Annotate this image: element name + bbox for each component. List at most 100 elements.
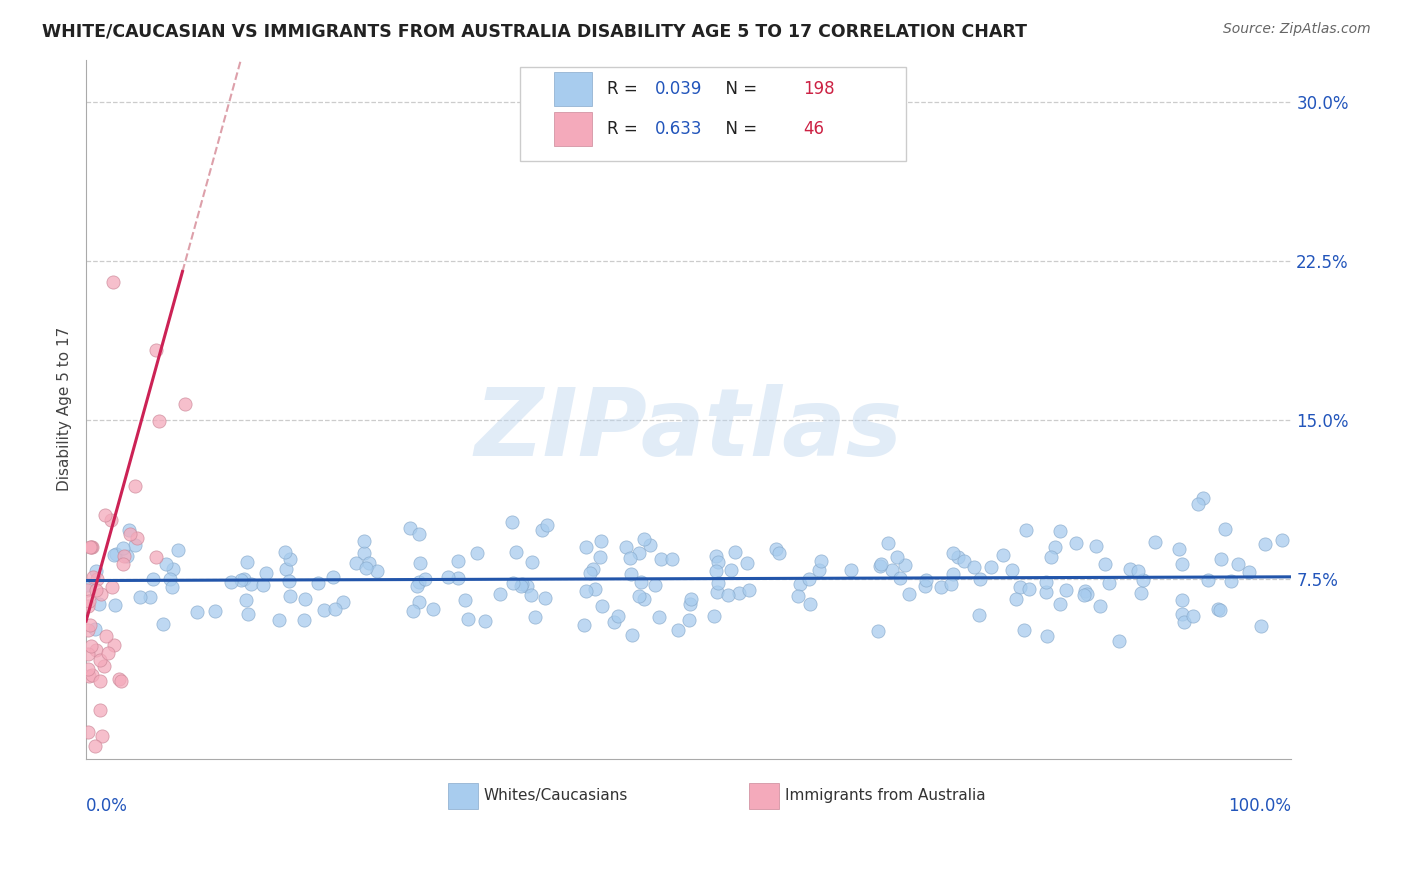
Point [1073, 584, 1095, 599]
Point [87, 597, 110, 611]
Point [82, 764, 104, 779]
Point [534, 591, 557, 606]
Point [84, 565, 107, 579]
Point [84, 582, 107, 597]
Point [1126, 564, 1149, 578]
Point [112, 549, 135, 564]
Point [620, 566, 643, 581]
Point [1049, 597, 1071, 611]
Point [93, 659, 115, 673]
Point [142, 572, 165, 586]
Point [273, 544, 295, 558]
Point [869, 558, 891, 572]
Point [186, 605, 208, 619]
Point [489, 586, 512, 600]
Point [1250, 618, 1272, 632]
Point [1171, 557, 1194, 571]
Point [627, 589, 650, 603]
Point [1097, 576, 1119, 591]
Point [1171, 592, 1194, 607]
Point [1254, 537, 1277, 551]
Point [115, 549, 138, 563]
Point [502, 576, 524, 591]
Point [1035, 575, 1057, 590]
Point [717, 588, 740, 602]
Point [359, 557, 381, 571]
Point [353, 534, 375, 549]
Point [516, 579, 538, 593]
Point [457, 612, 479, 626]
Point [1167, 542, 1189, 557]
Point [90, 587, 112, 601]
Text: ZIPatlas: ZIPatlas [475, 384, 903, 476]
Point [1171, 607, 1194, 621]
Point [84, 643, 107, 657]
Point [104, 599, 127, 613]
Point [914, 573, 936, 587]
Point [724, 544, 747, 558]
Text: 100.0%: 100.0% [1229, 797, 1291, 815]
Point [76, 578, 98, 592]
Text: WHITE/CAUCASIAN VS IMMIGRANTS FROM AUSTRALIA DISABILITY AGE 5 TO 17 CORRELATION : WHITE/CAUCASIAN VS IMMIGRANTS FROM AUSTR… [42, 22, 1028, 40]
Point [789, 576, 811, 591]
Text: 0.0%: 0.0% [86, 797, 128, 815]
Point [105, 547, 128, 561]
Point [661, 552, 683, 566]
Point [572, 618, 595, 632]
Point [155, 558, 177, 572]
Point [447, 571, 470, 585]
FancyBboxPatch shape [749, 782, 779, 809]
Point [1054, 583, 1077, 598]
Point [991, 549, 1014, 563]
Point [810, 554, 832, 568]
Point [322, 569, 344, 583]
Point [638, 538, 661, 552]
Point [1064, 536, 1087, 550]
Point [536, 517, 558, 532]
Text: Source: ZipAtlas.com: Source: ZipAtlas.com [1223, 22, 1371, 37]
Point [1008, 580, 1031, 594]
Point [1049, 524, 1071, 539]
Point [405, 579, 427, 593]
Point [124, 479, 146, 493]
FancyBboxPatch shape [554, 112, 592, 146]
Point [1211, 552, 1233, 566]
Point [94, 629, 117, 643]
Point [589, 533, 612, 548]
Point [799, 597, 821, 611]
Point [620, 628, 643, 642]
Point [366, 564, 388, 578]
Point [1197, 573, 1219, 587]
Point [1090, 599, 1112, 613]
Point [1073, 588, 1095, 602]
Point [120, 526, 142, 541]
Point [979, 560, 1001, 574]
Point [1237, 565, 1260, 579]
Point [581, 561, 603, 575]
Point [633, 592, 655, 607]
Point [278, 552, 301, 566]
Point [83, 622, 105, 636]
Point [650, 551, 672, 566]
Point [129, 590, 152, 604]
Text: N =: N = [716, 80, 762, 98]
Point [939, 577, 962, 591]
Point [630, 575, 652, 590]
Point [531, 523, 554, 537]
Point [398, 521, 420, 535]
Point [644, 578, 666, 592]
Point [704, 549, 727, 564]
Point [1094, 557, 1116, 571]
Point [1108, 633, 1130, 648]
Point [323, 602, 346, 616]
Point [110, 674, 132, 689]
Point [79, 617, 101, 632]
Point [277, 574, 299, 588]
Point [737, 583, 759, 598]
FancyBboxPatch shape [447, 782, 478, 809]
Point [100, 513, 122, 527]
Point [89, 673, 111, 688]
Point [786, 590, 808, 604]
Text: 198: 198 [803, 80, 835, 98]
Point [942, 566, 965, 581]
